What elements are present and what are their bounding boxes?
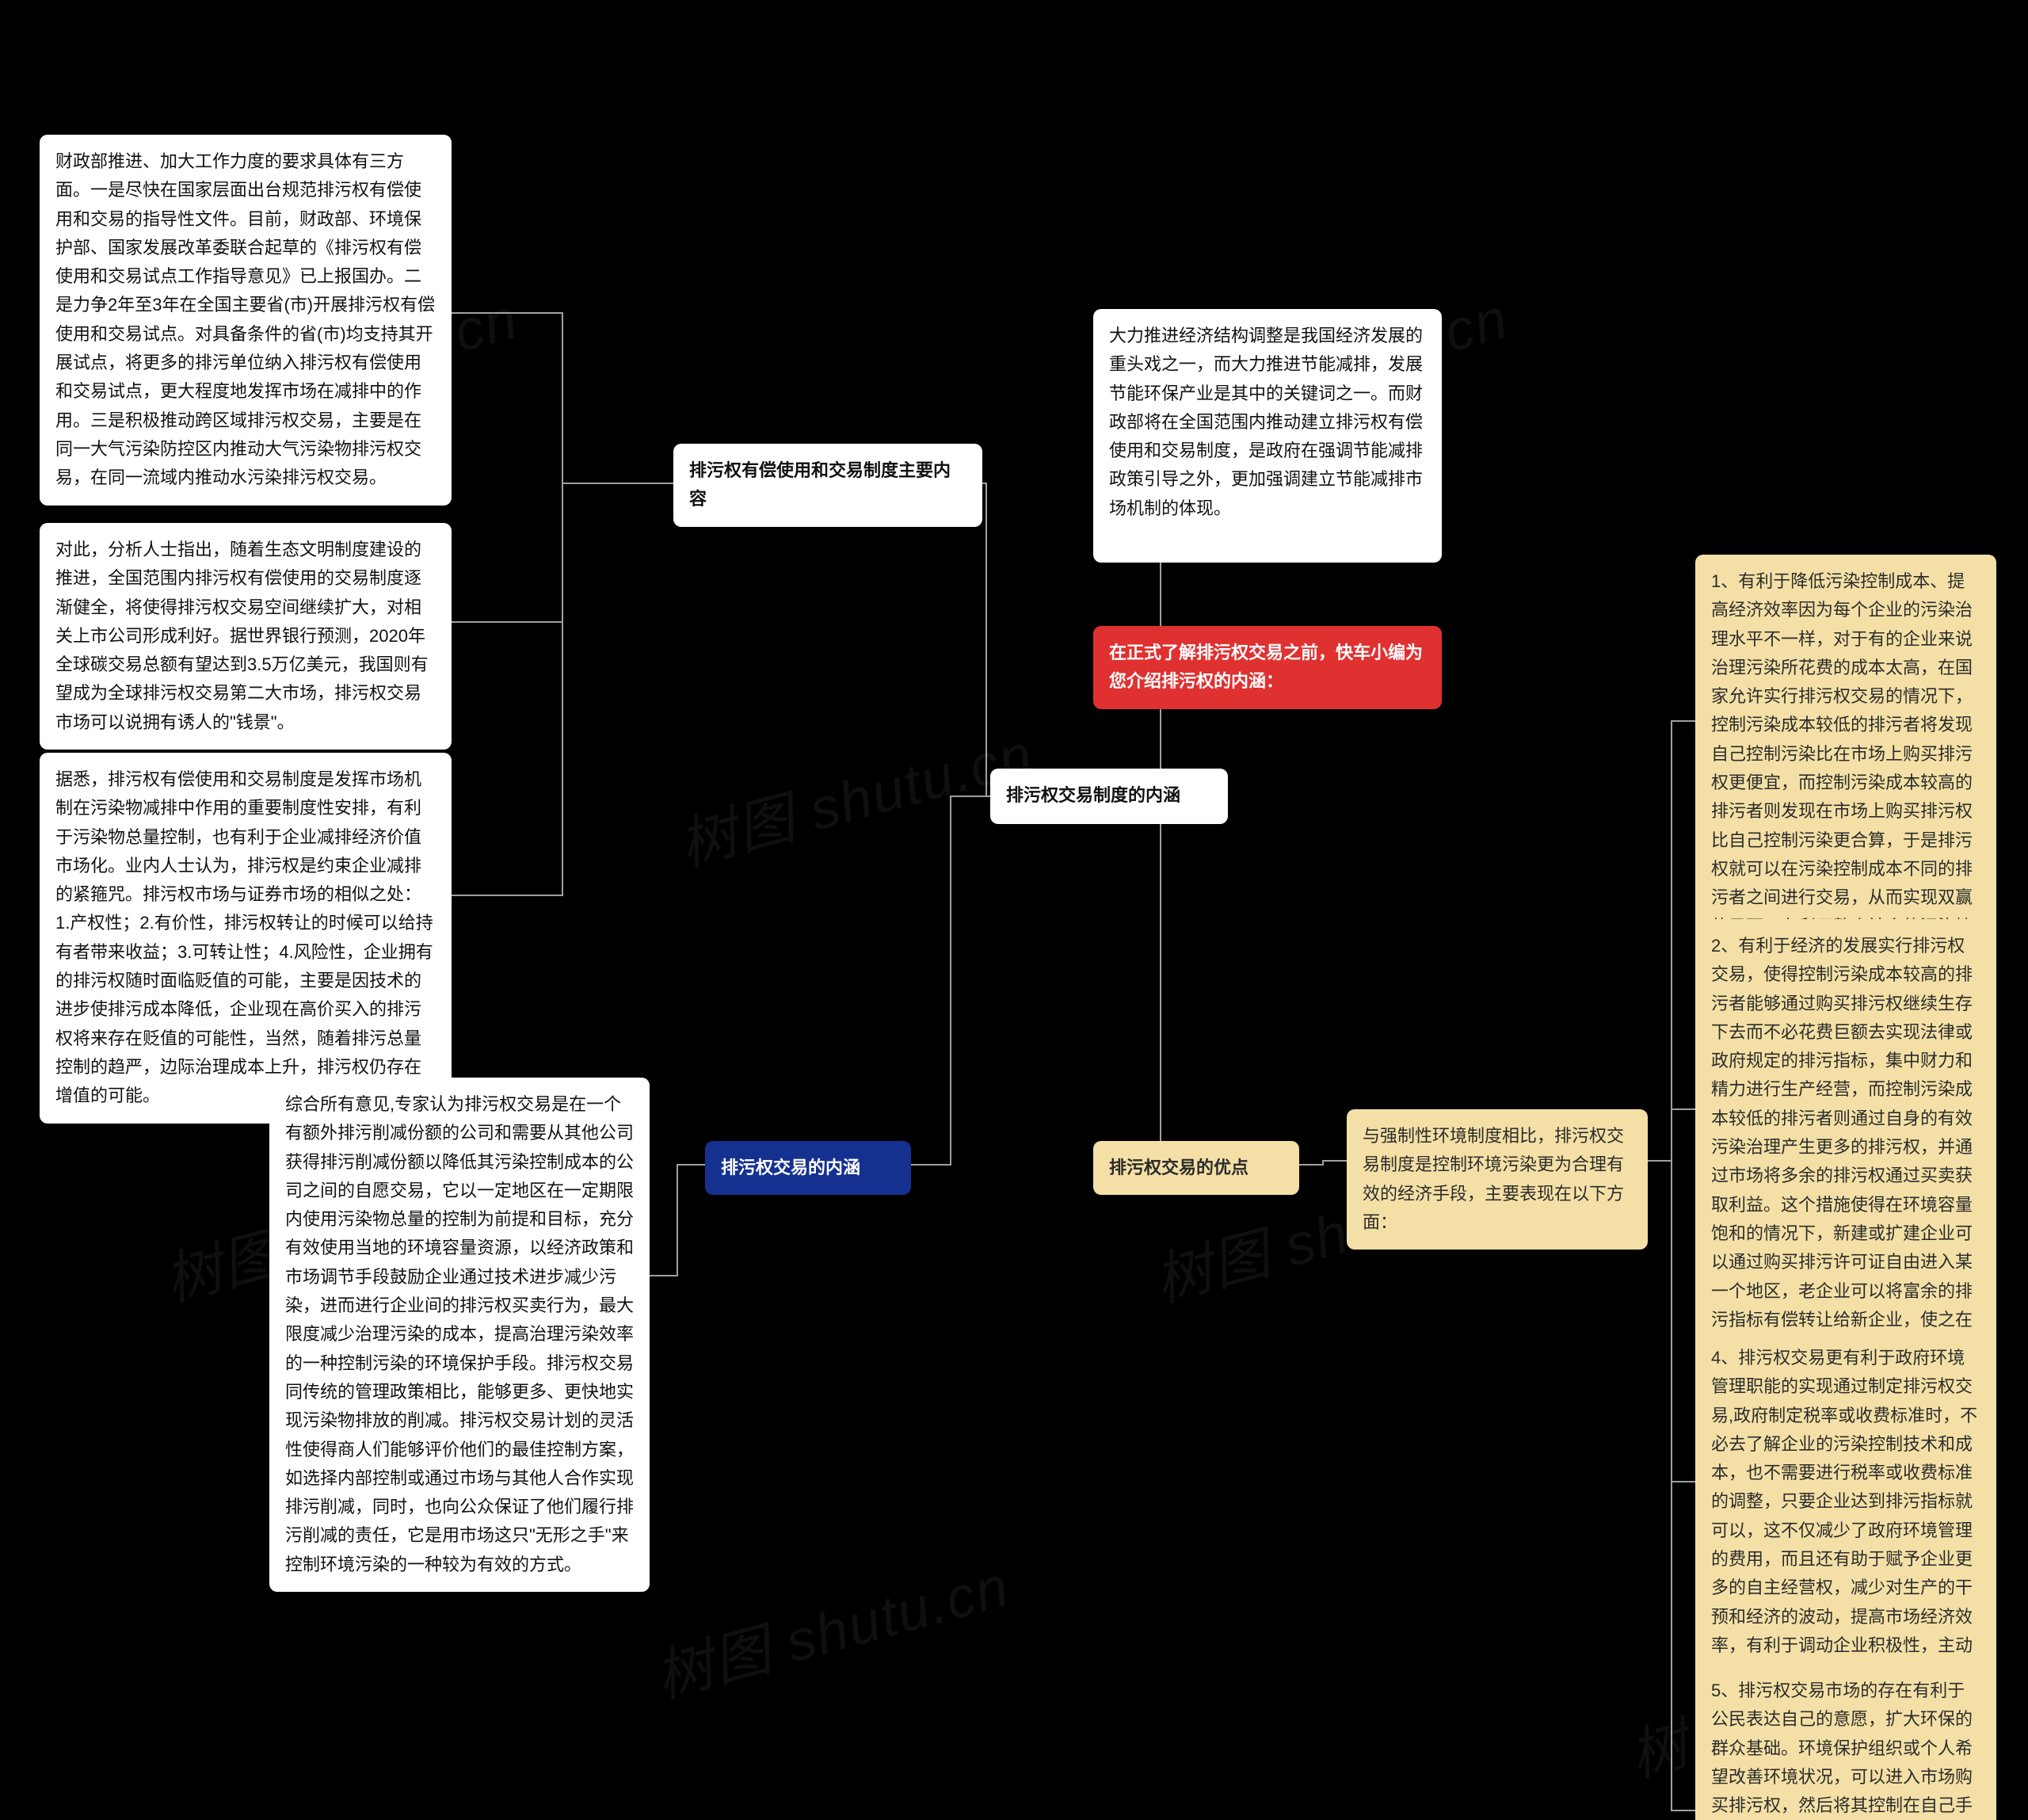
node-center[interactable]: 排污权交易制度的内涵 xyxy=(990,769,1228,824)
connector xyxy=(1093,796,1228,1165)
connector xyxy=(1648,1161,1695,1482)
node-intro[interactable]: 大力推进经济结构调整是我国经济发展的重头戏之一，而大力推进节能减排，发展节能环保… xyxy=(1093,309,1442,563)
watermark-text: 树图 shutu.cn xyxy=(645,1539,1017,1713)
connector xyxy=(911,796,990,1165)
connector xyxy=(650,1165,705,1276)
node-r5[interactable]: 5、排污权交易市场的存在有利于公民表达自己的意愿，扩大环保的群众基础。环境保护组… xyxy=(1695,1664,1996,1820)
connector xyxy=(1648,1161,1695,1810)
node-l1[interactable]: 财政部推进、加大工作力度的要求具体有三方面。一是尽快在国家层面出台规范排污权有偿… xyxy=(40,135,452,506)
node-l3[interactable]: 据悉，排污权有偿使用和交易制度是发挥市场机制在污染物减排中作用的重要制度性安排，… xyxy=(40,753,452,1124)
connector xyxy=(1648,721,1695,1161)
node-left-sub[interactable]: 排污权交易的内涵 xyxy=(705,1141,911,1195)
node-right-header-note[interactable]: 与强制性环境制度相比，排污权交易制度是控制环境污染更为合理有效的经济手段，主要表… xyxy=(1347,1109,1648,1250)
connector xyxy=(452,483,673,622)
node-l4[interactable]: 综合所有意见,专家认为排污权交易是在一个有额外排污削减份额的公司和需要从其他公司… xyxy=(269,1078,650,1592)
mindmap-canvas: 树图 shutu.cn树图 shutu.cn树图 shutu.cn树图 shut… xyxy=(0,0,2028,1820)
node-l2[interactable]: 对此，分析人士指出，随着生态文明制度建设的推进，全国范围内排污权有偿使用的交易制… xyxy=(40,523,452,750)
node-left-header[interactable]: 排污权有偿使用和交易制度主要内容 xyxy=(673,444,982,527)
connector xyxy=(452,483,673,895)
node-right-header[interactable]: 排污权交易的优点 xyxy=(1093,1141,1299,1195)
connector xyxy=(1299,1161,1347,1165)
connector xyxy=(1648,1109,1695,1161)
connector xyxy=(452,313,673,483)
connector xyxy=(982,483,990,796)
node-red[interactable]: 在正式了解排污权交易之前，快车小编为您介绍排污权的内涵： xyxy=(1093,626,1442,709)
watermark-text: 树图 shutu.cn xyxy=(669,707,1041,881)
